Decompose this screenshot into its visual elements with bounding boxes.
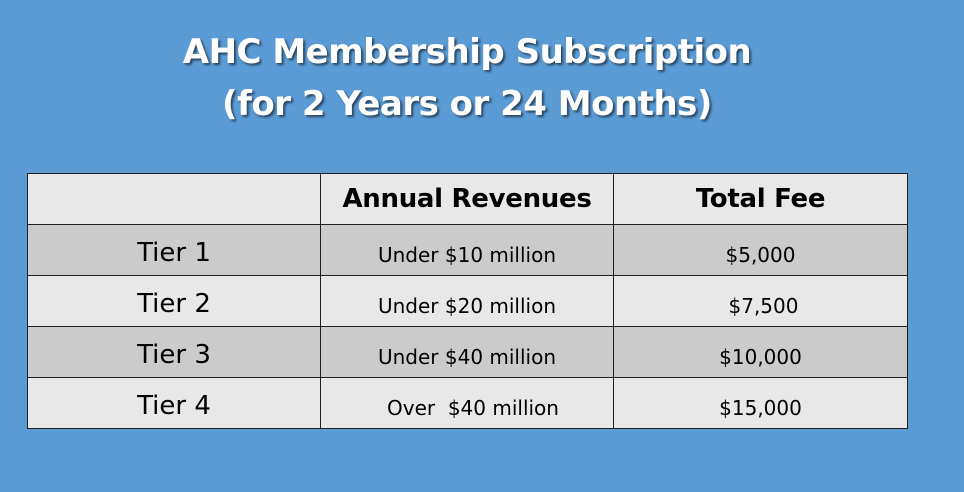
fee-value: $15,000 xyxy=(719,395,802,420)
table-row: Tier 1 Under $10 million $5,000 xyxy=(27,224,908,276)
slide-title: AHC Membership Subscription (for 2 Years… xyxy=(0,26,934,130)
tier-cell: Tier 4 xyxy=(27,377,321,429)
fee-cell: $10,000 xyxy=(613,326,908,378)
table-row: Tier 4 Over $40 million $15,000 xyxy=(27,377,908,429)
table-row: Tier 2 Under $20 million $7,500 xyxy=(27,275,908,327)
title-line-2: (for 2 Years or 24 Months) xyxy=(222,84,712,124)
tier-label: Tier 2 xyxy=(137,289,211,319)
tier-label: Tier 4 xyxy=(137,391,211,421)
tier-cell: Tier 3 xyxy=(27,326,321,378)
revenue-value: Over $40 million xyxy=(387,395,559,420)
revenue-cell: Under $10 million xyxy=(320,224,614,276)
revenue-cell: Under $40 million xyxy=(320,326,614,378)
fee-cell: $15,000 xyxy=(613,377,908,429)
header-total-fee: Total Fee xyxy=(613,173,908,225)
fee-value: $5,000 xyxy=(725,242,796,267)
revenue-cell: Under $20 million xyxy=(320,275,614,327)
header-annual-revenues: Annual Revenues xyxy=(320,173,614,225)
table-row: Tier 3 Under $40 million $10,000 xyxy=(27,326,908,378)
tier-label: Tier 1 xyxy=(137,238,211,268)
revenue-cell: Over $40 million xyxy=(320,377,614,429)
revenue-value: Under $20 million xyxy=(377,293,557,318)
tier-cell: Tier 2 xyxy=(27,275,321,327)
title-line-1: AHC Membership Subscription xyxy=(182,32,752,72)
tier-label: Tier 3 xyxy=(137,340,211,370)
fee-value: $10,000 xyxy=(719,344,802,369)
membership-fee-table: Annual Revenues Total Fee Tier 1 Under $… xyxy=(27,173,908,429)
revenue-value: Under $40 million xyxy=(377,344,557,369)
tier-cell: Tier 1 xyxy=(27,224,321,276)
revenue-value: Under $10 million xyxy=(377,242,557,267)
table-header-row: Annual Revenues Total Fee xyxy=(27,173,908,225)
fee-cell: $5,000 xyxy=(613,224,908,276)
fee-value: $7,500 xyxy=(728,293,799,318)
header-cell-blank xyxy=(27,173,321,225)
fee-cell: $7,500 xyxy=(613,275,908,327)
